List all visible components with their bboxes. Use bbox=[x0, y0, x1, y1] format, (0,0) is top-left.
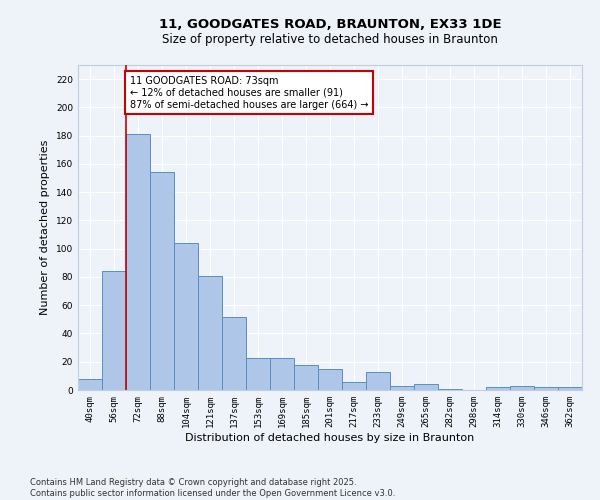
Text: Size of property relative to detached houses in Braunton: Size of property relative to detached ho… bbox=[162, 32, 498, 46]
Bar bbox=[246, 358, 270, 390]
Bar bbox=[390, 386, 414, 390]
Bar bbox=[342, 382, 366, 390]
Bar bbox=[294, 364, 318, 390]
Bar bbox=[198, 276, 222, 390]
Bar bbox=[318, 369, 342, 390]
Bar bbox=[438, 388, 462, 390]
Bar bbox=[366, 372, 390, 390]
Bar bbox=[510, 386, 534, 390]
Bar bbox=[558, 387, 582, 390]
Bar bbox=[150, 172, 174, 390]
Bar bbox=[486, 387, 510, 390]
Bar bbox=[222, 316, 246, 390]
Bar bbox=[270, 358, 294, 390]
X-axis label: Distribution of detached houses by size in Braunton: Distribution of detached houses by size … bbox=[185, 432, 475, 442]
Text: 11 GOODGATES ROAD: 73sqm
← 12% of detached houses are smaller (91)
87% of semi-d: 11 GOODGATES ROAD: 73sqm ← 12% of detach… bbox=[130, 76, 368, 110]
Bar bbox=[126, 134, 150, 390]
Text: Contains HM Land Registry data © Crown copyright and database right 2025.
Contai: Contains HM Land Registry data © Crown c… bbox=[30, 478, 395, 498]
Y-axis label: Number of detached properties: Number of detached properties bbox=[40, 140, 50, 315]
Bar bbox=[174, 243, 198, 390]
Bar bbox=[78, 378, 102, 390]
Bar bbox=[102, 272, 126, 390]
Bar bbox=[534, 387, 558, 390]
Text: 11, GOODGATES ROAD, BRAUNTON, EX33 1DE: 11, GOODGATES ROAD, BRAUNTON, EX33 1DE bbox=[158, 18, 502, 30]
Bar bbox=[414, 384, 438, 390]
